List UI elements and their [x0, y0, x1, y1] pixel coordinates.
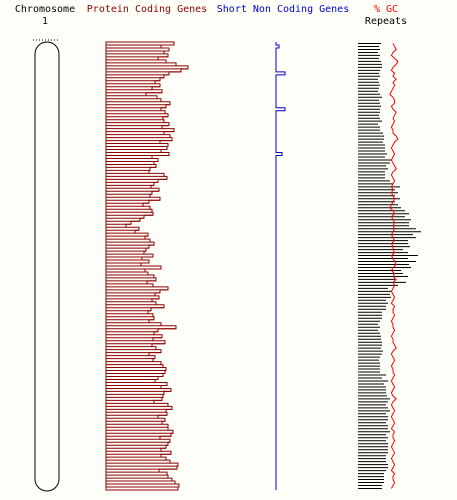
chromosome-body — [34, 41, 60, 492]
protein-coding-genes-track — [105, 41, 189, 491]
chromosome-header-line1: Chromosome — [14, 4, 76, 15]
gc-line — [389, 43, 399, 489]
repeats-header: Repeats — [364, 16, 408, 27]
gc-repeats-header: % GC Repeats — [350, 4, 422, 28]
short-non-coding-genes-outline — [275, 42, 286, 490]
short-non-coding-genes-track — [275, 42, 286, 490]
short-non-coding-genes-header: Short Non Coding Genes — [216, 4, 350, 15]
gc-track — [389, 43, 399, 489]
chromosome-header-line2: 1 — [41, 16, 49, 27]
protein-coding-genes-header: Protein Coding Genes — [86, 4, 208, 15]
repeats-track — [358, 43, 421, 489]
chromosome-ideogram — [33, 39, 60, 492]
chromosome-header: Chromosome 1 — [8, 4, 82, 28]
gc-header: % GC — [373, 4, 399, 15]
